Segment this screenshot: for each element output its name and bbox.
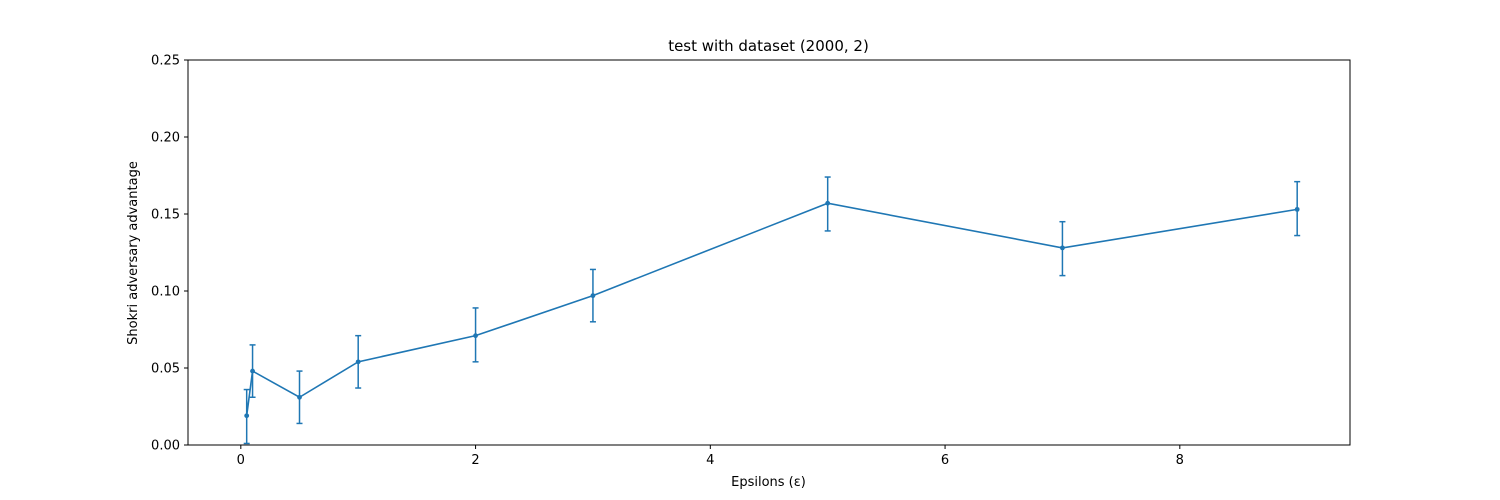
y-tick-label: 0.10	[151, 285, 180, 300]
y-tick-label: 0.15	[151, 208, 180, 223]
plot-area	[243, 176, 1301, 445]
data-point	[1060, 245, 1065, 251]
data-point	[590, 293, 596, 299]
y-tick-label: 0.05	[151, 362, 180, 377]
data-point	[1294, 206, 1300, 212]
plot-frame	[187, 59, 1351, 446]
y-tick-label: 0.25	[151, 54, 180, 69]
data-point	[297, 394, 302, 400]
y-axis-label: Shokri adversary advantage	[126, 161, 141, 345]
x-tick-label: 6	[941, 453, 949, 468]
data-point	[825, 200, 831, 206]
x-axis-label: Epsilons (ε)	[731, 475, 806, 490]
y-tick-label: 0.00	[151, 439, 180, 454]
data-point	[355, 359, 361, 365]
y-tick-label: 0.20	[151, 131, 180, 146]
data-point	[244, 413, 250, 419]
data-point	[250, 368, 255, 374]
chart-title: test with dataset (2000, 2)	[668, 37, 869, 55]
x-tick-label: 4	[706, 453, 714, 468]
axes: 0 2 4 6 8 0.00 0.05 0.10 0.15 0.20 0.25	[151, 54, 1351, 468]
series-line	[245, 202, 1298, 416]
x-tick-label: 8	[1176, 453, 1184, 468]
x-tick-label: 0	[237, 453, 245, 468]
data-point	[473, 333, 478, 339]
x-tick-label: 2	[471, 453, 479, 468]
